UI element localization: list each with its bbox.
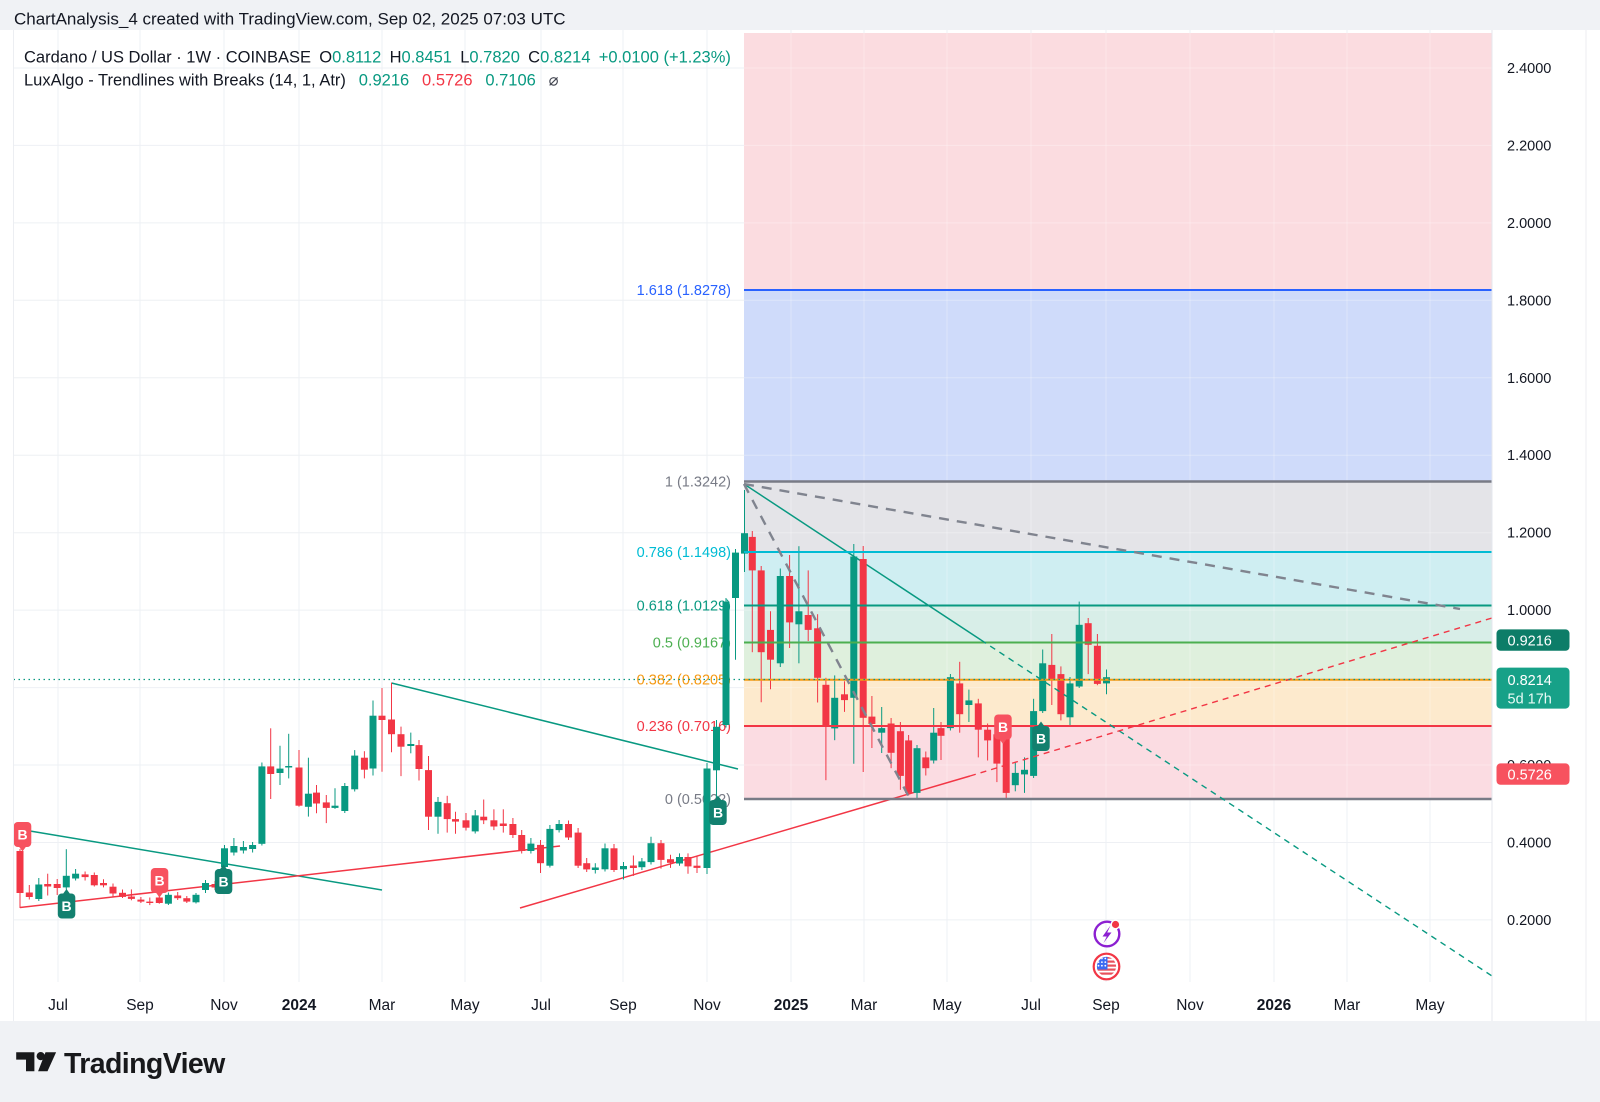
svg-text:B: B	[218, 874, 228, 890]
svg-text:B: B	[1036, 731, 1046, 747]
svg-text:0.5 (0.9167): 0.5 (0.9167)	[653, 636, 731, 652]
svg-text:1.6000: 1.6000	[1507, 371, 1551, 387]
svg-text:0.2000: 0.2000	[1507, 913, 1551, 929]
svg-text:0.382 (0.8205): 0.382 (0.8205)	[637, 673, 731, 689]
svg-text:1.618 (1.8278): 1.618 (1.8278)	[637, 283, 731, 299]
svg-text:0.5726: 0.5726	[1508, 767, 1552, 783]
svg-text:2.4000: 2.4000	[1507, 61, 1551, 77]
svg-text:Sep: Sep	[126, 997, 154, 1014]
svg-text:Mar: Mar	[369, 997, 396, 1014]
svg-text:2.0000: 2.0000	[1507, 216, 1551, 232]
svg-text:Cardano / US Dollar · 1W · COI: Cardano / US Dollar · 1W · COINBASE O0.8…	[24, 49, 731, 67]
svg-text:May: May	[450, 997, 480, 1014]
svg-text:0.9216: 0.9216	[1508, 633, 1552, 649]
svg-text:May: May	[1415, 997, 1445, 1014]
svg-text:Mar: Mar	[1334, 997, 1361, 1014]
svg-text:0.8214: 0.8214	[1508, 673, 1552, 689]
svg-text:0.618 (1.0129): 0.618 (1.0129)	[637, 599, 731, 615]
svg-text:5d 17h: 5d 17h	[1508, 691, 1552, 707]
svg-text:May: May	[932, 997, 962, 1014]
svg-text:0.4000: 0.4000	[1507, 836, 1551, 852]
svg-text:Nov: Nov	[693, 997, 721, 1014]
svg-text:0.786 (1.1498): 0.786 (1.1498)	[637, 545, 731, 561]
svg-text:Nov: Nov	[1176, 997, 1204, 1014]
svg-text:Mar: Mar	[851, 997, 878, 1014]
svg-text:B: B	[17, 827, 27, 843]
svg-text:Sep: Sep	[609, 997, 637, 1014]
svg-text:B: B	[713, 805, 723, 821]
svg-text:2026: 2026	[1257, 997, 1292, 1014]
svg-text:B: B	[61, 898, 71, 914]
svg-text:2.2000: 2.2000	[1507, 138, 1551, 154]
svg-text:Jul: Jul	[48, 997, 68, 1014]
svg-text:Jul: Jul	[531, 997, 551, 1014]
svg-text:TradingView: TradingView	[64, 1048, 226, 1080]
svg-text:Nov: Nov	[210, 997, 238, 1014]
svg-text:ChartAnalysis_4 created with T: ChartAnalysis_4 created with TradingView…	[14, 10, 566, 29]
svg-text:B: B	[154, 873, 164, 889]
svg-text:2024: 2024	[282, 997, 317, 1014]
svg-text:LuxAlgo - Trendlines with Brea: LuxAlgo - Trendlines with Breaks (14, 1,…	[24, 72, 559, 90]
svg-text:Sep: Sep	[1092, 997, 1120, 1014]
svg-text:B: B	[998, 719, 1008, 735]
svg-text:1.8000: 1.8000	[1507, 293, 1551, 309]
svg-text:1.0000: 1.0000	[1507, 603, 1551, 619]
svg-text:Jul: Jul	[1021, 997, 1041, 1014]
svg-text:1.4000: 1.4000	[1507, 448, 1551, 464]
svg-text:2025: 2025	[774, 997, 809, 1014]
svg-text:1.2000: 1.2000	[1507, 526, 1551, 542]
svg-text:0.236 (0.7016): 0.236 (0.7016)	[637, 719, 731, 735]
svg-text:1 (1.3242): 1 (1.3242)	[665, 475, 731, 491]
